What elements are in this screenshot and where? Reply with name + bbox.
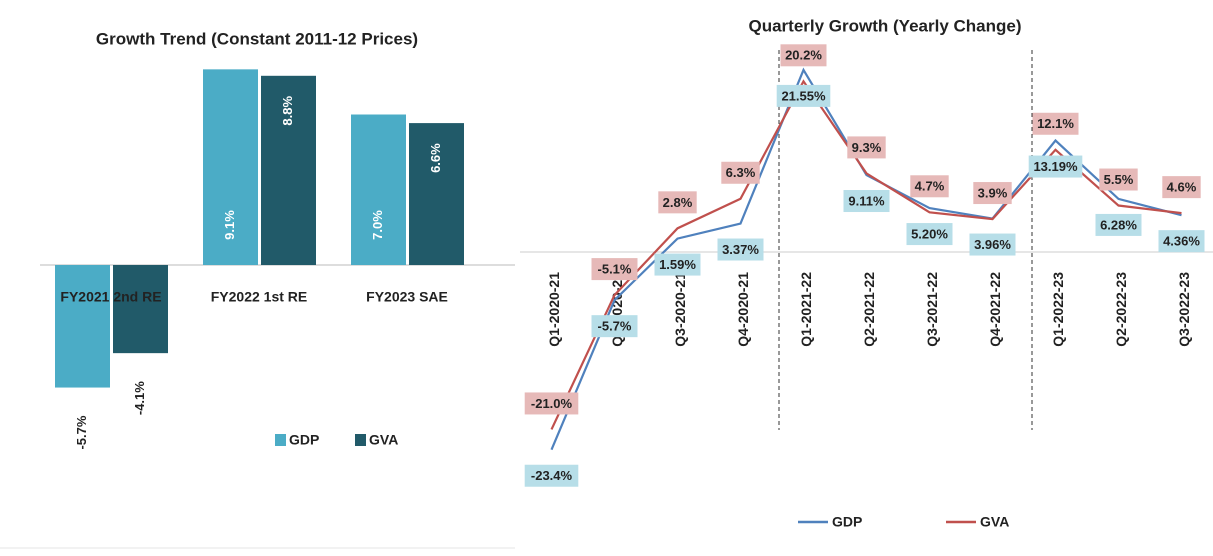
label-box <box>780 44 827 67</box>
label-box <box>1162 176 1201 199</box>
x-tick-label: Q4-2020-21 <box>735 272 751 347</box>
value-label: 8.8% <box>280 96 295 126</box>
value-label: 6.28% <box>1100 217 1137 232</box>
bar <box>203 69 258 265</box>
series-line <box>550 79 1182 430</box>
x-tick-label: Q4-2021-22 <box>987 272 1003 347</box>
bar <box>55 265 110 388</box>
value-label: 6.6% <box>428 143 443 173</box>
x-tick-label: Q3-2022-23 <box>1176 272 1192 347</box>
x-tick-label: Q2-2021-22 <box>861 272 877 347</box>
value-label: 1.59% <box>659 257 696 272</box>
value-label: 9.11% <box>848 193 885 208</box>
value-label: 2.8% <box>663 195 693 210</box>
value-label: 4.36% <box>1163 234 1200 249</box>
value-label: 21.55% <box>781 88 826 103</box>
label-box <box>591 258 638 281</box>
value-label: 4.7% <box>915 179 945 194</box>
x-tick-label: Q2-2022-23 <box>1113 272 1129 347</box>
label-box <box>658 191 697 214</box>
value-label: 5.20% <box>911 226 948 241</box>
x-tick-label: Q3-2021-22 <box>924 272 940 347</box>
chart-title: Growth Trend (Constant 2011-12 Prices) <box>96 29 418 48</box>
value-label: 12.1% <box>1037 116 1074 131</box>
x-tick-label: FY2021 2nd RE <box>60 289 161 305</box>
legend-label: GDP <box>832 514 862 530</box>
legend-label: GVA <box>369 432 398 448</box>
label-box <box>717 238 764 261</box>
label-box <box>969 233 1016 256</box>
x-tick-label: Q3-2020-21 <box>672 272 688 347</box>
label-box <box>973 182 1012 205</box>
label-box <box>1032 112 1079 135</box>
value-label: -23.4% <box>531 468 573 483</box>
series-line <box>550 67 1182 451</box>
chart-title: Quarterly Growth (Yearly Change) <box>748 16 1021 35</box>
value-label: 3.9% <box>978 185 1008 200</box>
value-label: 7.0% <box>370 210 385 240</box>
label-box <box>847 136 886 159</box>
label-box <box>1158 230 1205 253</box>
value-label: 13.19% <box>1033 159 1078 174</box>
label-box <box>524 464 579 487</box>
x-tick-label: FY2023 SAE <box>366 289 448 305</box>
bar <box>261 75 316 265</box>
value-label: 20.2% <box>785 48 822 63</box>
value-label: -21.0% <box>531 396 573 411</box>
label-box <box>1099 168 1138 191</box>
bar <box>113 265 168 354</box>
label-box <box>910 175 949 198</box>
x-tick-label: Q1-2020-21 <box>546 272 562 347</box>
legend-swatch <box>275 434 286 446</box>
value-label: 9.3% <box>852 140 882 155</box>
value-label: 9.1% <box>222 210 237 240</box>
legend-swatch <box>355 434 366 446</box>
label-box <box>843 190 890 213</box>
bar <box>409 123 464 265</box>
label-box <box>721 161 760 184</box>
value-label: 3.96% <box>974 237 1011 252</box>
x-tick-label: Q1-2021-22 <box>798 272 814 347</box>
legend-label: GVA <box>980 514 1009 530</box>
value-label: 3.37% <box>722 242 759 257</box>
value-label: -4.1% <box>132 381 147 415</box>
label-box <box>654 253 701 276</box>
value-label: 4.6% <box>1167 180 1197 195</box>
x-tick-label: FY2022 1st RE <box>211 289 308 305</box>
x-tick-label: Q1-2022-23 <box>1050 272 1066 347</box>
label-box <box>524 392 579 415</box>
label-box <box>906 223 953 246</box>
legend-label: GDP <box>289 432 319 448</box>
bar <box>351 114 406 265</box>
value-label: -5.7% <box>598 319 632 334</box>
label-box <box>1028 155 1083 178</box>
label-box <box>776 84 831 107</box>
value-label: 5.5% <box>1104 172 1134 187</box>
label-box <box>591 315 638 338</box>
label-box <box>1095 213 1142 236</box>
value-label: -5.7% <box>74 415 89 449</box>
value-label: 6.3% <box>726 165 756 180</box>
value-label: -5.1% <box>598 262 632 277</box>
